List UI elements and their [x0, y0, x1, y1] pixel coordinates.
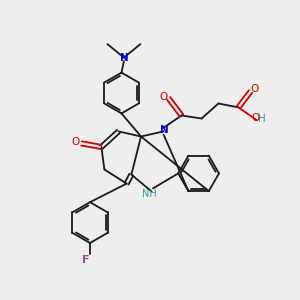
Text: O: O: [252, 113, 260, 123]
Text: N: N: [160, 125, 169, 135]
Text: O: O: [71, 137, 80, 147]
Text: F: F: [82, 255, 89, 265]
Text: O: O: [250, 84, 258, 94]
Text: N: N: [119, 52, 128, 63]
Text: H: H: [258, 113, 266, 124]
Text: O: O: [159, 92, 167, 102]
Text: NH: NH: [142, 189, 157, 199]
